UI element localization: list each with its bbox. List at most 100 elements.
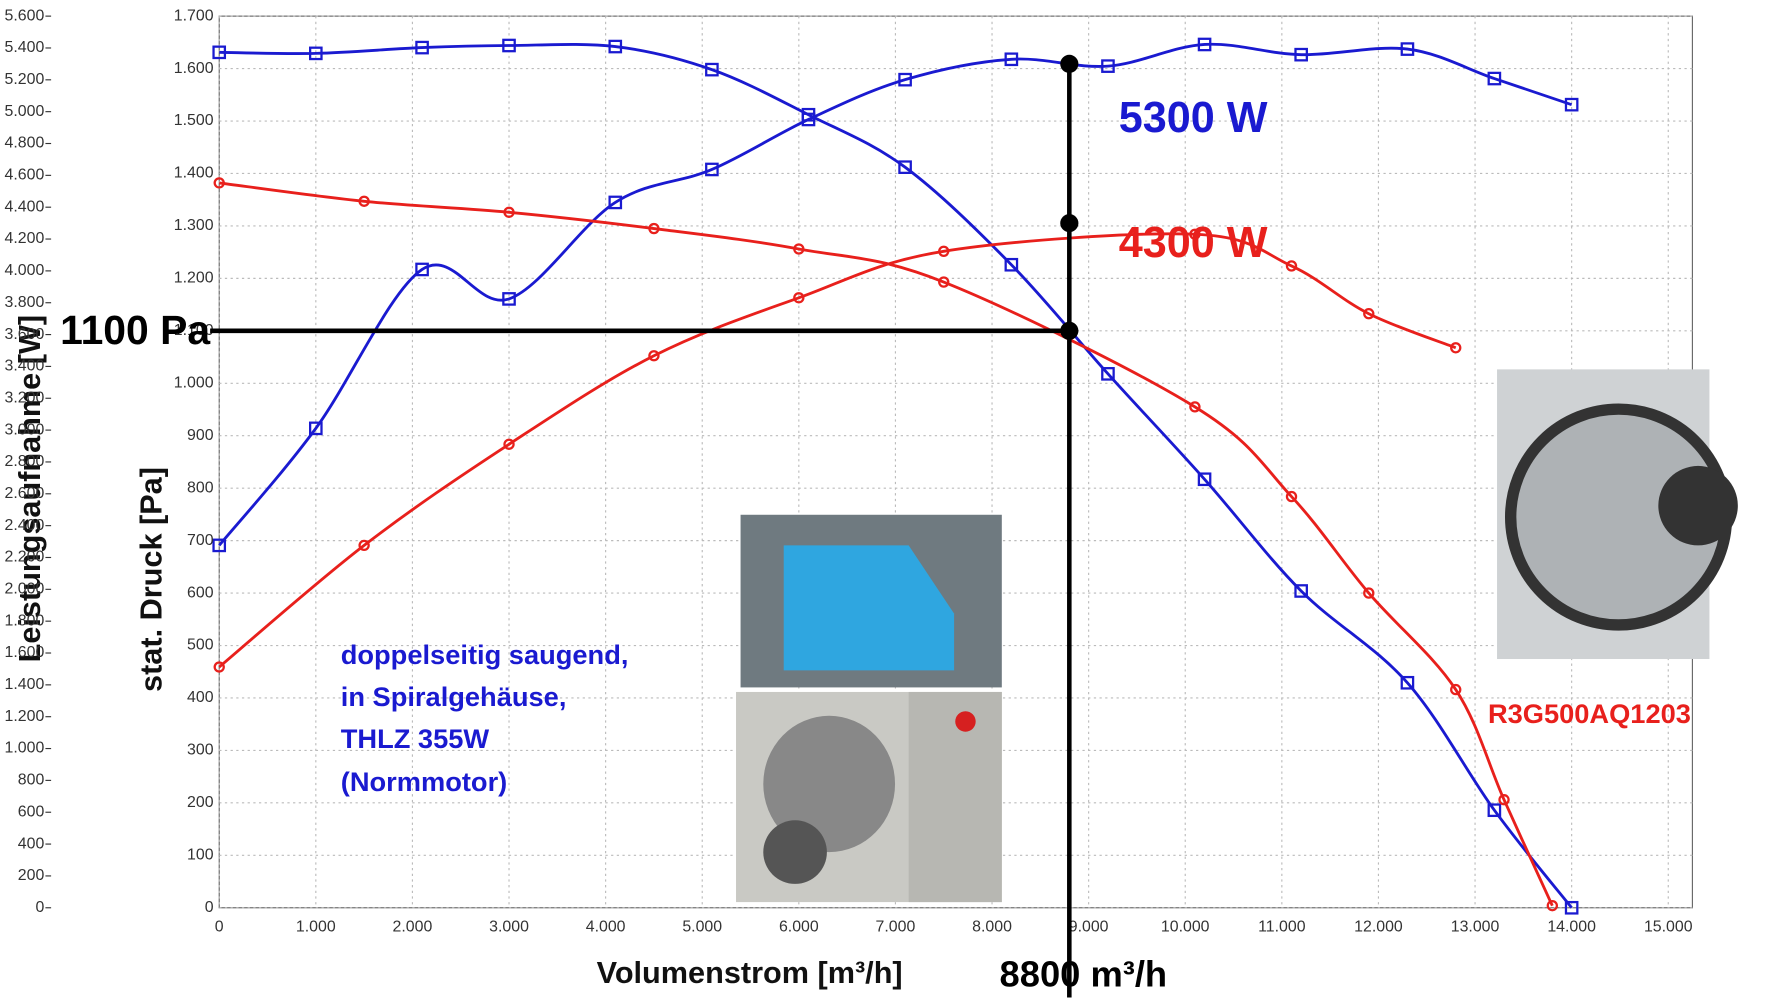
y2-tick-label: 1.600	[174, 60, 214, 77]
x-tick-label: 0	[215, 918, 224, 935]
reference-dot	[1060, 321, 1079, 340]
annotation: (Normmotor)	[341, 766, 508, 797]
annotation: in Spiralgehäuse,	[341, 681, 567, 712]
y2-tick-label: 1.400	[174, 165, 214, 182]
y2-tick-label: 1.500	[174, 112, 214, 129]
marker	[648, 350, 660, 362]
marker	[1363, 308, 1375, 320]
y-tick-label: 1.200	[5, 708, 45, 725]
x-tick-label: 4.000	[586, 918, 626, 935]
marker	[1294, 47, 1308, 62]
y2-tick-label: 100	[187, 847, 214, 864]
series-line	[219, 42, 1573, 909]
marker	[648, 222, 660, 235]
y2-tick-label: 200	[187, 794, 214, 811]
y-tick-label: 600	[18, 803, 45, 820]
y-tick-label: 3.000	[5, 421, 45, 438]
marker	[212, 538, 227, 553]
marker	[1487, 803, 1502, 818]
y-tick-label: 2.000	[5, 581, 45, 598]
marker	[898, 72, 912, 87]
y-tick-label: 4.000	[5, 262, 45, 279]
marker	[502, 38, 516, 53]
y2-tick-label: 900	[187, 427, 214, 444]
marker	[938, 245, 950, 257]
y-tick-label: 1.400	[5, 676, 45, 693]
marker	[1546, 899, 1559, 912]
y-tick-label: 200	[18, 867, 45, 884]
marker	[213, 661, 225, 673]
marker	[793, 243, 805, 255]
marker	[1004, 257, 1019, 272]
x-axis-label: Volumenstrom [m³/h]	[597, 956, 903, 990]
photo-motor	[763, 820, 827, 884]
marker	[309, 46, 323, 61]
photo-fan	[783, 545, 955, 671]
x-tick-label: 13.000	[1451, 918, 1500, 935]
x-tick-label: 10.000	[1161, 918, 1210, 935]
marker	[1498, 794, 1510, 806]
annotation: doppelseitig saugend,	[341, 639, 629, 670]
y-tick-label: 2.600	[5, 485, 45, 502]
x-tick-label: 12.000	[1354, 918, 1403, 935]
y-tick-label: 2.800	[5, 453, 45, 470]
y-tick-label: 5.000	[5, 103, 45, 120]
y-tick-label: 3.800	[5, 294, 45, 311]
y2-axis-label: stat. Druck [Pa]	[134, 467, 168, 692]
x-tick-label: 3.000	[489, 918, 529, 935]
marker	[1101, 367, 1115, 381]
series-line	[218, 232, 1457, 669]
reference-label: 4300 W	[1119, 219, 1268, 267]
marker	[1400, 42, 1415, 56]
marker	[938, 276, 950, 288]
x-tick-label: 14.000	[1547, 918, 1596, 935]
x-tick-label: 9.000	[1069, 918, 1109, 935]
series-line	[218, 42, 1573, 547]
photo-housing	[908, 691, 1002, 903]
marker	[1400, 675, 1415, 690]
y-tick-label: 0	[35, 899, 44, 916]
y-tick-label: 2.200	[5, 549, 45, 566]
marker	[212, 45, 227, 60]
photo-wheel	[763, 715, 896, 853]
y2-tick-label: 0	[205, 899, 214, 916]
x-tick-label: 5.000	[682, 918, 722, 935]
y2-tick-label: 400	[187, 689, 214, 706]
reference-dot	[1060, 54, 1079, 73]
y-tick-label: 1.800	[5, 612, 45, 629]
photo-switch	[955, 711, 976, 732]
y2-tick-label: 1.700	[174, 7, 214, 24]
y-tick-label: 1.600	[5, 644, 45, 661]
marker	[1285, 260, 1298, 272]
marker	[1564, 97, 1579, 112]
y-tick-label: 4.400	[5, 198, 45, 215]
y-tick-label: 3.600	[5, 326, 45, 343]
y-tick-label: 4.200	[5, 230, 45, 247]
marker	[608, 39, 623, 54]
annotation: R3G500AQ1203	[1488, 698, 1691, 729]
marker	[1004, 52, 1019, 67]
x-tick-label: 2.000	[393, 918, 433, 935]
y2-tick-label: 1.200	[174, 270, 214, 287]
marker	[608, 195, 623, 210]
marker	[1294, 584, 1308, 598]
label-bg	[45, 309, 214, 360]
x-tick-label: 8.000	[972, 918, 1012, 935]
marker	[1450, 342, 1462, 354]
marker	[898, 160, 912, 175]
y-tick-label: 800	[18, 772, 45, 789]
marker	[415, 40, 429, 55]
x-tick-label: 15.000	[1644, 918, 1693, 935]
y2-tick-label: 1.000	[174, 374, 214, 391]
reference-label: 8800 m³/h	[1000, 954, 1168, 995]
marker	[1487, 71, 1502, 86]
y2-tick-label: 700	[187, 532, 214, 549]
marker	[1189, 401, 1201, 413]
marker	[705, 162, 719, 177]
marker	[793, 292, 805, 304]
marker	[503, 438, 515, 450]
marker	[503, 206, 515, 218]
y2-tick-label: 800	[187, 479, 214, 496]
